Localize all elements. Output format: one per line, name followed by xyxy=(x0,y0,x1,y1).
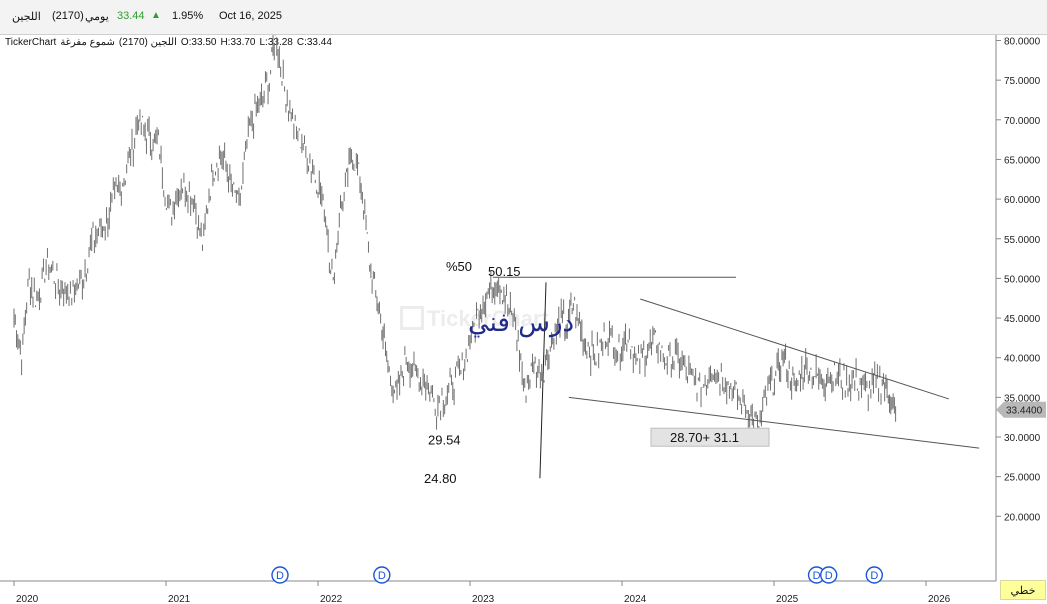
info-symbol: اللجين (2170) xyxy=(118,37,177,48)
trendline-lower[interactable] xyxy=(568,396,980,449)
dividend-marker-label: D xyxy=(276,570,284,582)
x-tick-label: 2025 xyxy=(776,594,799,604)
dividend-marker[interactable] xyxy=(865,566,884,584)
x-tick-label: 2024 xyxy=(624,594,647,604)
dividend-marker-label: D xyxy=(813,570,821,582)
quote-date: Oct 16, 2025 xyxy=(219,10,282,22)
y-tick-label: 70.0000 xyxy=(1004,116,1041,127)
chart-annotation: 24.80 xyxy=(424,471,457,486)
symbol-name: اللجين xyxy=(12,11,41,23)
period-label[interactable]: يومي xyxy=(85,11,109,23)
chart-annotation: 50.15 xyxy=(488,264,521,279)
last-price: 33.44 xyxy=(117,10,145,22)
y-tick-label: 25.0000 xyxy=(1004,473,1041,484)
dividend-marker[interactable] xyxy=(271,566,289,584)
y-tick-label: 55.0000 xyxy=(1004,235,1041,246)
trendline-upper[interactable] xyxy=(640,298,949,400)
top-toolbar: اللجين (2170) يومي 33.44 ▲ 1.95% Oct 16,… xyxy=(0,0,1047,35)
y-tick-label: 30.0000 xyxy=(1004,433,1041,444)
dividend-marker-label: D xyxy=(825,570,833,582)
chart-annotation: 28.70+ 31.1 xyxy=(670,430,739,445)
last-price-marker xyxy=(996,401,1046,418)
y-tick-label: 60.0000 xyxy=(1004,195,1041,206)
high-value: H:33.70 xyxy=(220,37,256,48)
x-tick-label: 2023 xyxy=(472,594,495,604)
chart-annotation: 29.54 xyxy=(428,433,461,448)
trendline-projection[interactable] xyxy=(539,282,547,479)
brand-watermark: TickerChart xyxy=(400,306,549,332)
x-tick-label: 2022 xyxy=(320,594,343,604)
close-value: C:33.44 xyxy=(296,37,332,48)
ohlc-info-line: TickerChart اللجين (2170)شموع مفرغة O:33.5… xyxy=(5,37,336,48)
source-label: TickerChart xyxy=(5,37,57,48)
y-tick-label: 50.0000 xyxy=(1004,274,1041,285)
triangle-up-icon: ▲ xyxy=(151,10,161,21)
chart-annotation: %50 xyxy=(446,259,472,274)
x-tick-label: 2021 xyxy=(168,594,191,604)
dividend-marker[interactable] xyxy=(373,566,391,584)
y-tick-label: 80.0000 xyxy=(1004,37,1041,48)
y-tick-label: 35.0000 xyxy=(1004,393,1041,404)
chart-style-label: شموع مفرغة xyxy=(60,37,115,48)
target-label-box xyxy=(650,427,770,447)
y-tick-label: 20.0000 xyxy=(1004,512,1041,523)
price-chart[interactable]: 80.0000 75.0000 70.0000 65.0000 60.0000 55.00… xyxy=(0,35,1047,604)
arabic-watermark: درس فني xyxy=(468,308,575,338)
x-tick-label: 2020 xyxy=(16,594,39,604)
dividend-marker[interactable] xyxy=(820,566,838,584)
brand-logo-icon xyxy=(400,306,424,330)
y-tick-label: 75.0000 xyxy=(1004,76,1041,87)
y-tick-label: 65.0000 xyxy=(1004,155,1041,166)
y-tick-label: 40.0000 xyxy=(1004,354,1041,365)
line-chart-button[interactable]: خطي xyxy=(1000,580,1046,600)
symbol-code: (2170) xyxy=(52,10,84,22)
open-value: O:33.50 xyxy=(180,37,217,48)
y-tick-label: 45.0000 xyxy=(1004,314,1041,325)
last-price-label: 33.4400 xyxy=(1006,406,1043,417)
low-value: L:33.28 xyxy=(259,37,293,48)
dividend-marker-label: D xyxy=(870,570,878,582)
x-tick-label: 2026 xyxy=(928,594,951,604)
dividend-marker-label: D xyxy=(378,570,386,582)
change-percent: 1.95% xyxy=(172,10,204,22)
